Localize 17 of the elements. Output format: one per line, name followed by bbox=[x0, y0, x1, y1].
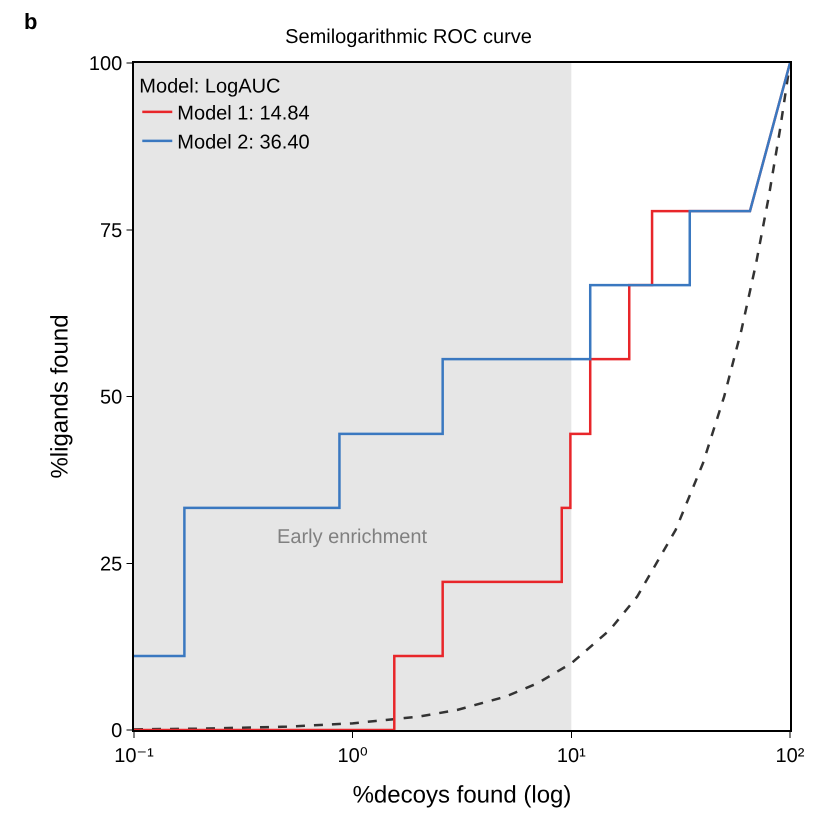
y-tick-label: 50 bbox=[100, 386, 122, 408]
legend-title: Model: LogAUC bbox=[139, 75, 280, 98]
y-axis-title: %ligands found bbox=[46, 314, 74, 479]
band-label: Early enrichment bbox=[277, 526, 428, 548]
x-tick-label: 10² bbox=[776, 744, 805, 767]
chart-title: Semilogarithmic ROC curve bbox=[285, 26, 532, 48]
y-tick-label: 0 bbox=[111, 720, 122, 742]
x-tick-label: 10¹ bbox=[556, 744, 586, 767]
x-axis-title: %decoys found (log) bbox=[352, 782, 572, 809]
y-tick-label: 25 bbox=[100, 553, 122, 576]
y-tick-label: 100 bbox=[88, 53, 122, 75]
legend-label: Model 1: 14.84 bbox=[177, 102, 310, 125]
text: b bbox=[24, 9, 38, 34]
x-tick-label: 10⁻¹ bbox=[114, 744, 154, 767]
x-tick-label: 10⁰ bbox=[338, 744, 368, 767]
legend-label: Model 2: 36.40 bbox=[177, 132, 310, 154]
y-tick-label: 75 bbox=[100, 220, 122, 242]
